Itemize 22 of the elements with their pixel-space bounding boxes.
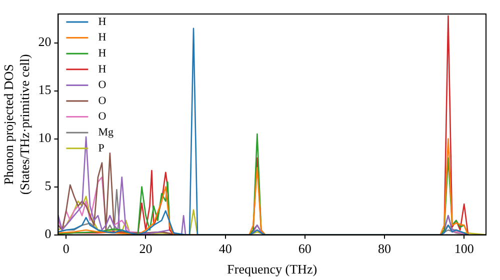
y-tick-label: 10 <box>38 130 52 146</box>
legend-label: O <box>98 110 106 123</box>
legend-label: O <box>98 79 106 92</box>
x-tick-label: 60 <box>298 241 312 256</box>
y-tick-label: 15 <box>38 82 52 98</box>
x-axis-title: Frequency (THz) <box>227 262 318 277</box>
legend-label: Mg <box>98 126 114 138</box>
legend-label: H <box>98 32 106 44</box>
legend-label: H <box>98 16 106 28</box>
legend-label: P <box>98 142 104 154</box>
y-axis-title: Phonon projected DOS (States/THz·primitive cell) <box>1 54 32 195</box>
y-tick-label: 0 <box>44 226 52 242</box>
legend-label: H <box>98 63 106 76</box>
y-tick-label: 5 <box>44 178 52 194</box>
x-tick-label: 0 <box>62 241 70 256</box>
legend-label: H <box>98 47 106 60</box>
x-tick-label: 40 <box>218 241 232 256</box>
legend-label: O <box>98 94 106 107</box>
x-tick-label: 20 <box>139 241 152 256</box>
x-tick-label: 80 <box>378 241 392 256</box>
y-tick-label: 20 <box>38 34 52 50</box>
x-tick-label: 100 <box>454 241 474 256</box>
